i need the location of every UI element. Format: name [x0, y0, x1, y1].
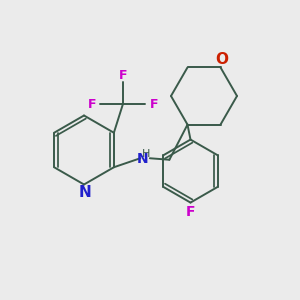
Text: F: F: [118, 69, 127, 82]
Text: H: H: [142, 149, 151, 159]
Text: F: F: [186, 205, 195, 219]
Text: F: F: [88, 98, 96, 111]
Text: O: O: [215, 52, 229, 68]
Text: F: F: [149, 98, 158, 111]
Text: N: N: [79, 185, 92, 200]
Text: N: N: [136, 152, 148, 166]
